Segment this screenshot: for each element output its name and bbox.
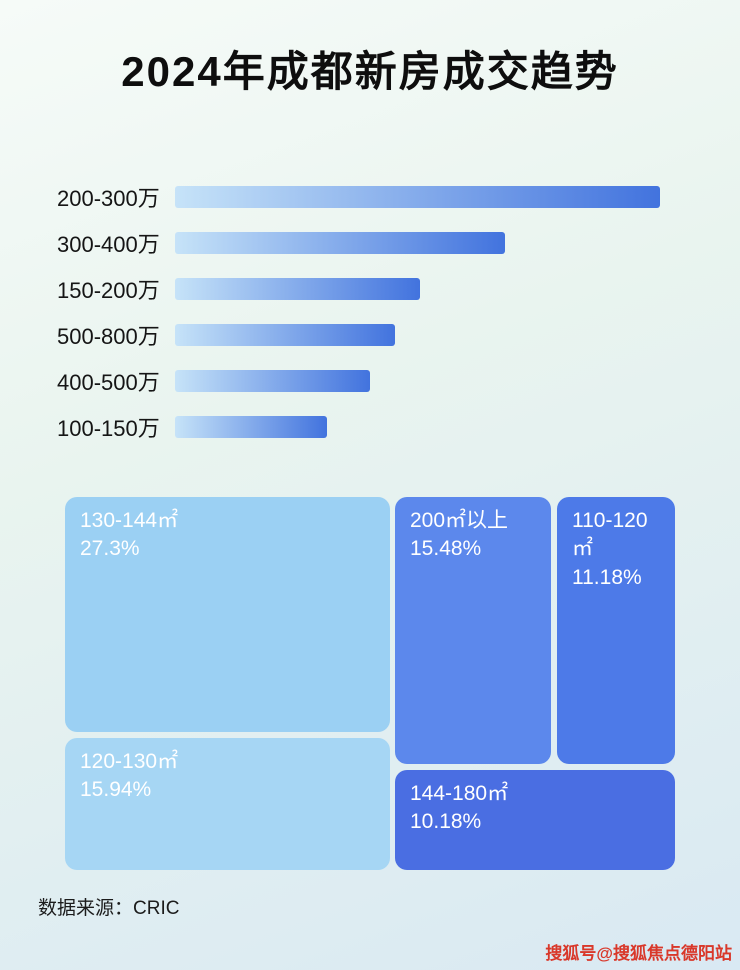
treemap-block-label: 200㎡以上 [410, 509, 509, 532]
bar-row: 300-400万 [57, 232, 660, 257]
data-source-label: 数据来源：CRIC [38, 898, 180, 919]
bar-row: 150-200万 [57, 278, 660, 303]
treemap-block: 130-144㎡ 27.3% [65, 497, 390, 732]
treemap-block-label: 144-180㎡ [410, 782, 509, 805]
bar-category-label: 150-200万 [57, 278, 160, 303]
bar-row: 400-500万 [57, 370, 660, 395]
bar-category-label: 400-500万 [57, 370, 160, 395]
treemap-block-label: 130-144㎡ [80, 509, 179, 532]
treemap-block-percent: 15.94% [80, 778, 152, 802]
price-band-bar-chart: 200-300万 300-400万 150-200万 500-800万 400-500万… [57, 186, 660, 441]
bar-category-label: 100-150万 [57, 416, 160, 441]
treemap-block-label: 110-120㎡ [572, 509, 648, 561]
bar-row: 200-300万 [57, 186, 660, 211]
bar-row: 100-150万 [57, 416, 660, 441]
bar-category-label: 500-800万 [57, 324, 160, 349]
bar-category-label: 300-400万 [57, 232, 160, 257]
treemap-block: 110-120㎡ 11.18% [557, 497, 675, 764]
treemap-block-percent: 10.18% [410, 810, 482, 834]
treemap-block-percent: 15.48% [410, 537, 482, 561]
watermark-text: 搜狐号@搜狐焦点德阳站 [545, 944, 732, 963]
bar [175, 232, 505, 254]
treemap-block-percent: 27.3% [80, 537, 140, 561]
treemap-block: 144-180㎡ 10.18% [395, 770, 675, 870]
area-size-treemap: 130-144㎡ 27.3% 120-130㎡ 15.94% 200㎡以上 15.48% 1… [65, 497, 675, 870]
bar [175, 278, 420, 300]
bar [175, 186, 660, 208]
treemap-block-label: 120-130㎡ [80, 750, 179, 773]
bar-category-label: 200-300万 [57, 186, 160, 211]
treemap-block-percent: 11.18% [572, 565, 642, 589]
bar-row: 500-800万 [57, 324, 660, 349]
treemap-block: 200㎡以上 15.48% [395, 497, 551, 764]
bar [175, 416, 327, 438]
bar [175, 370, 370, 392]
bar [175, 324, 395, 346]
treemap-block: 120-130㎡ 15.94% [65, 738, 390, 870]
page-title: 2024年成都新房成交趋势 [121, 48, 619, 95]
